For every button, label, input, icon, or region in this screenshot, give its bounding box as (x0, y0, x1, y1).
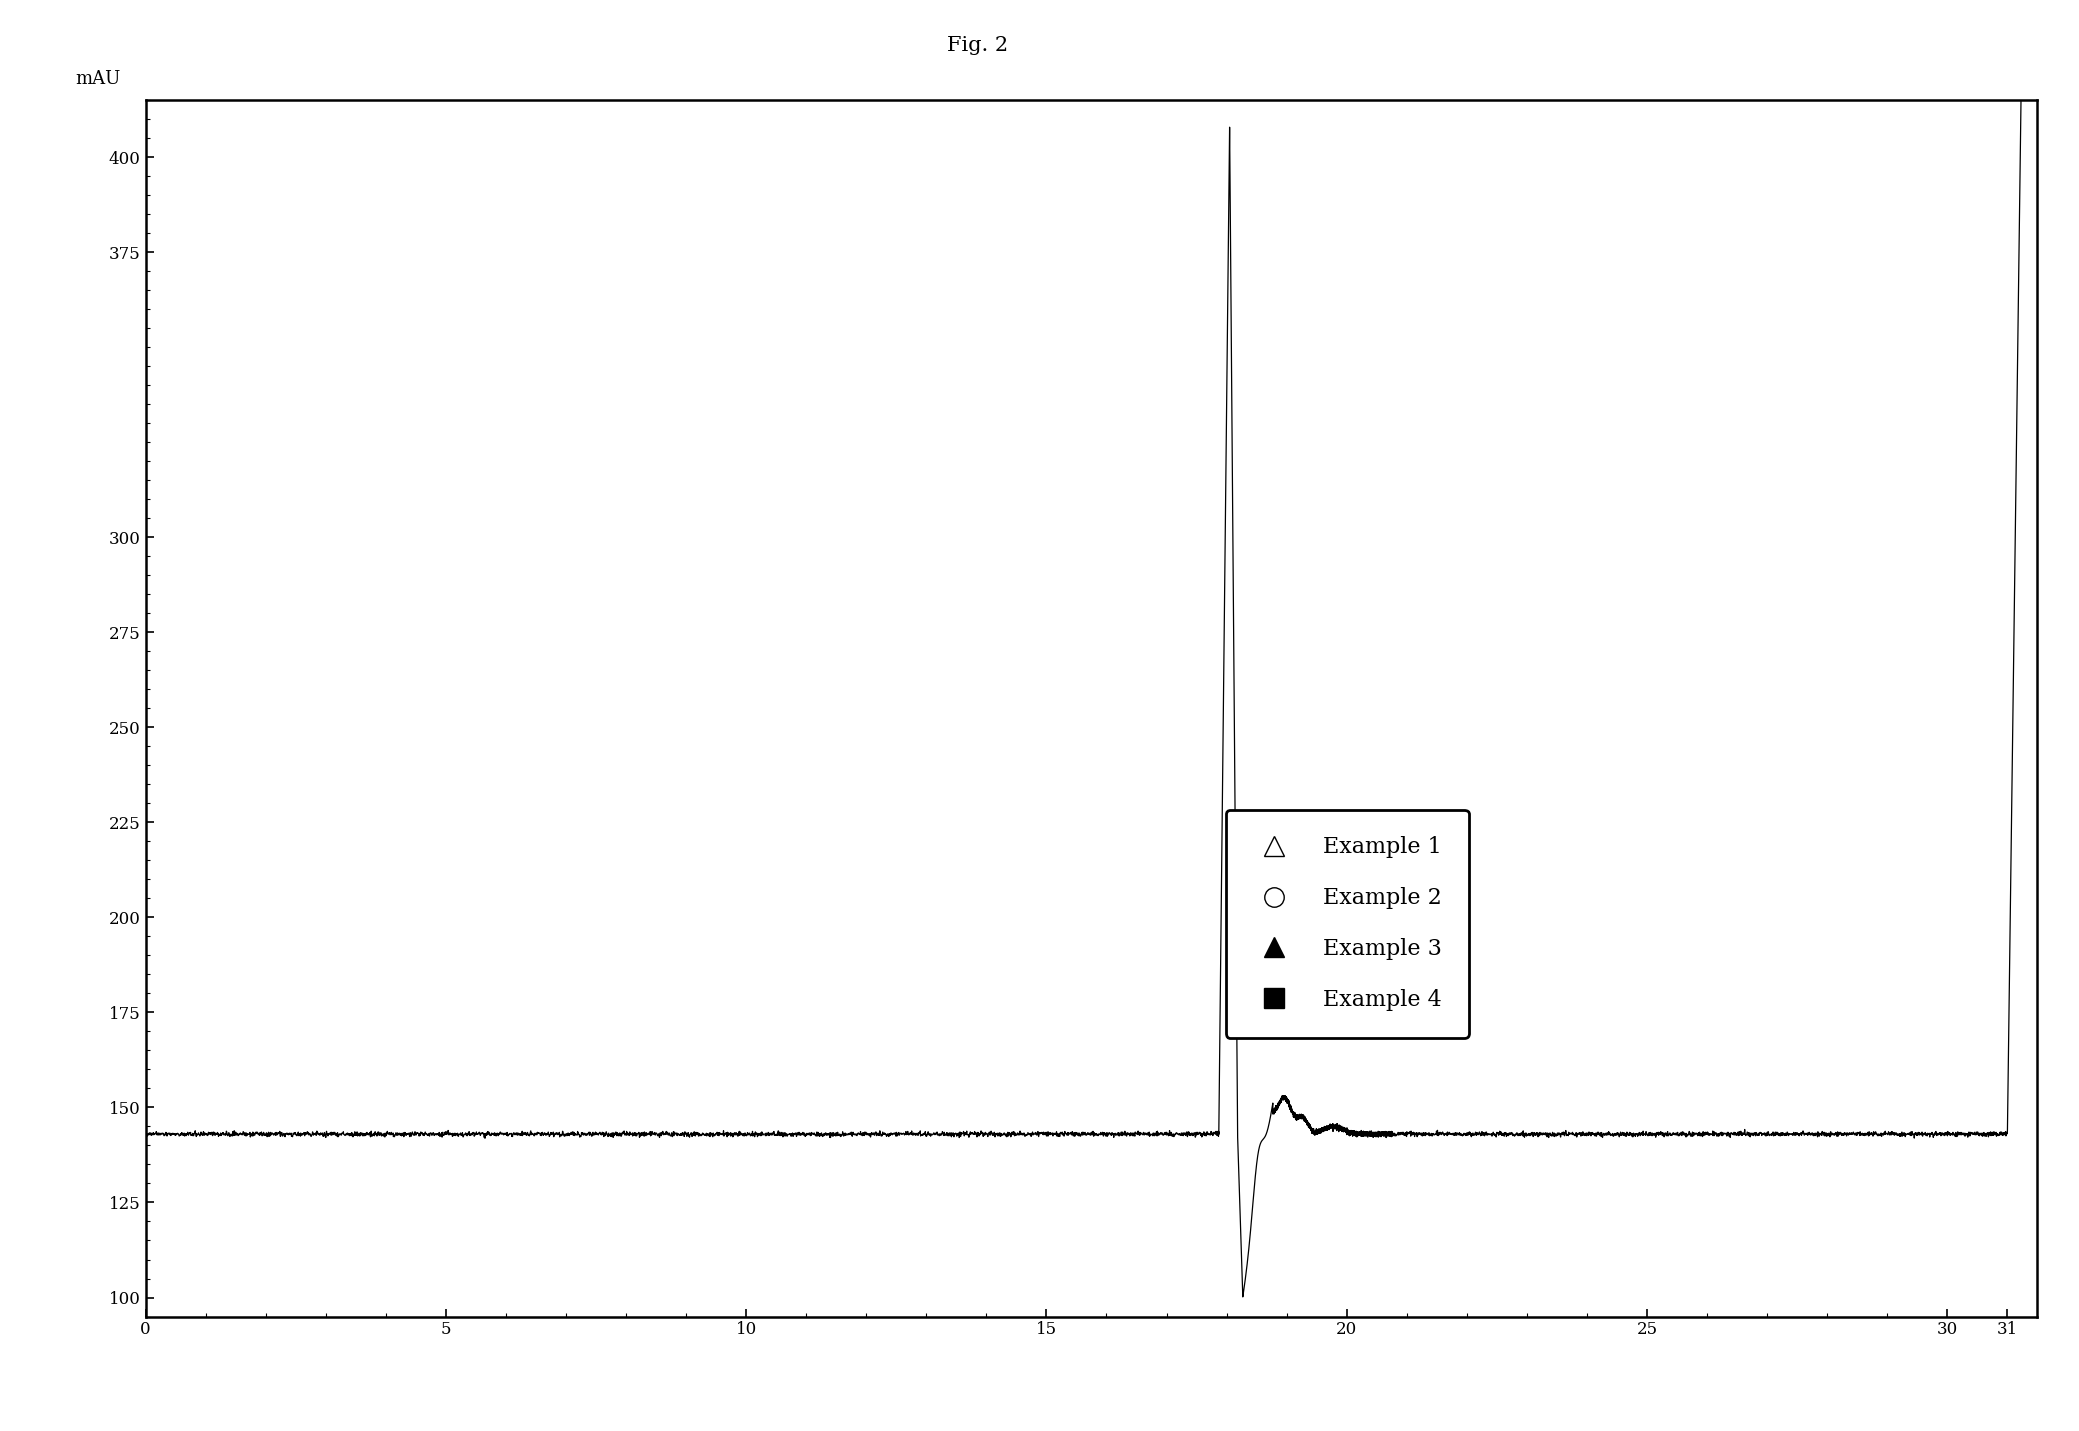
Text: Fig. 2: Fig. 2 (946, 36, 1008, 54)
Legend: Example 1, Example 2, Example 3, Example 4: Example 1, Example 2, Example 3, Example… (1225, 810, 1470, 1037)
Y-axis label: mAU: mAU (75, 70, 121, 87)
